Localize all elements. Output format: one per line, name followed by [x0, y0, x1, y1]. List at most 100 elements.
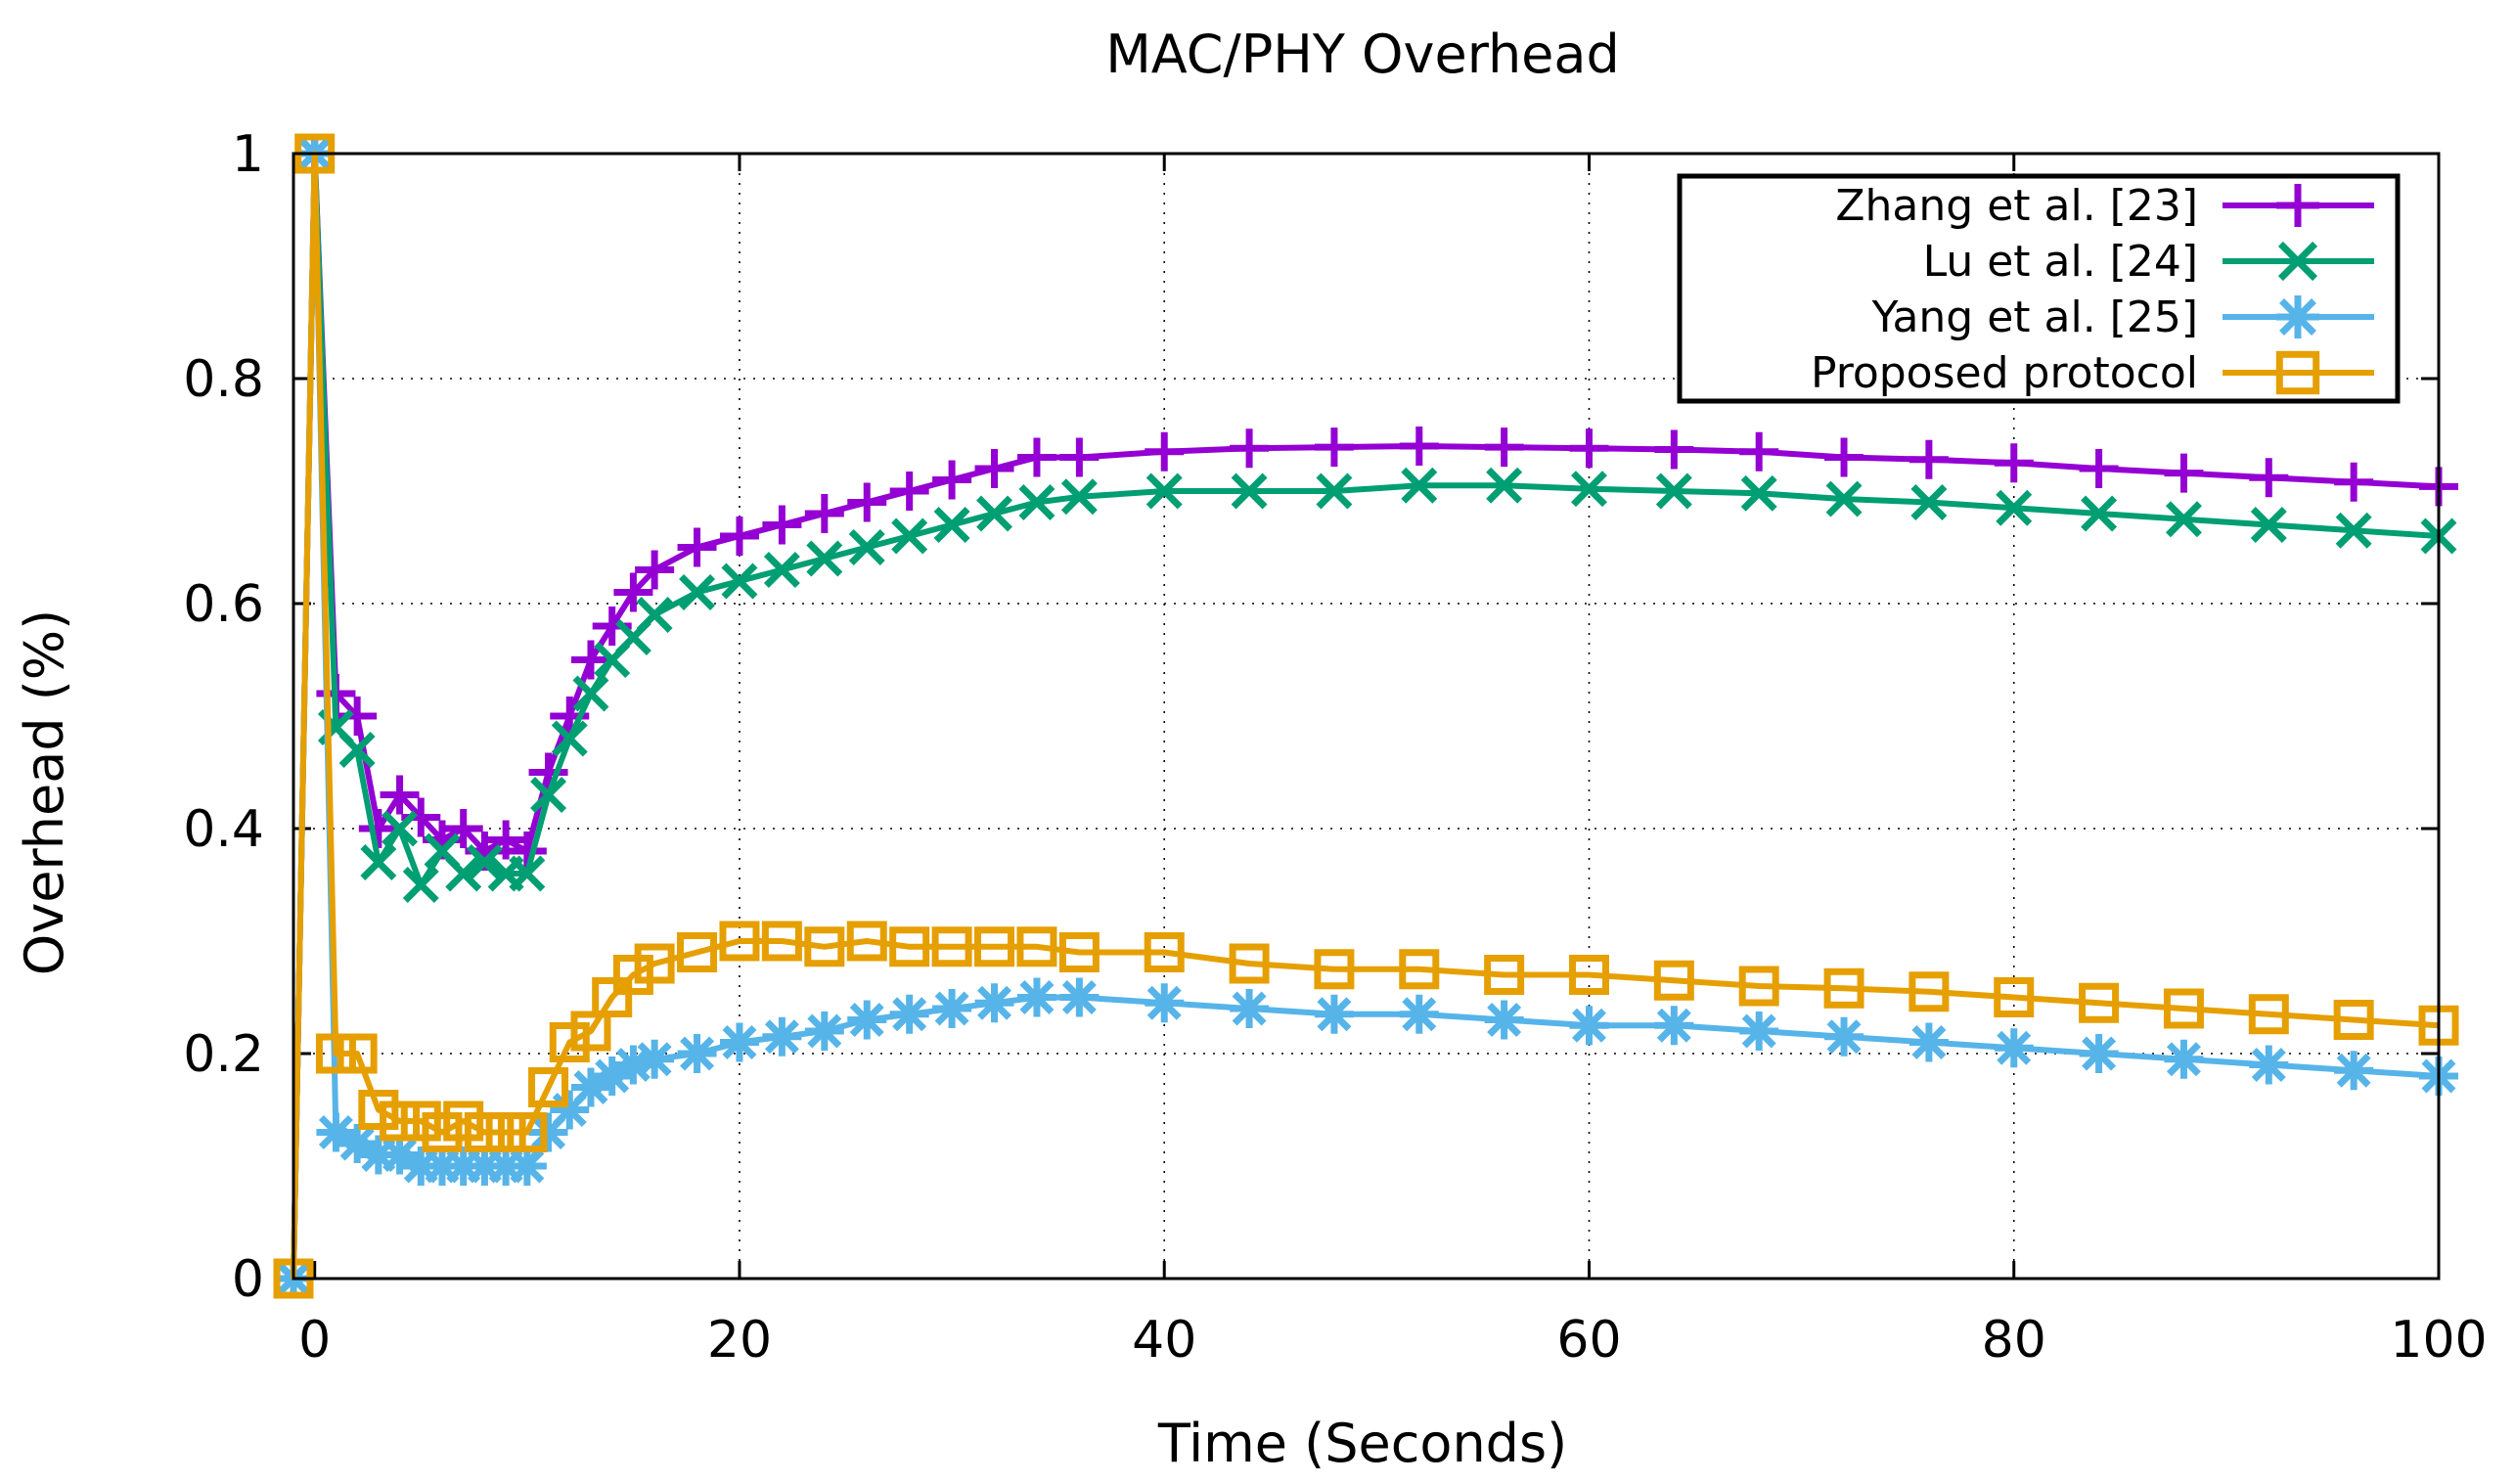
plot-frame	[292, 152, 2441, 1281]
star-marker	[1739, 1012, 1779, 1051]
plus-marker	[1569, 428, 1609, 469]
square-marker	[1229, 943, 1270, 984]
square-marker	[1653, 960, 1694, 1001]
x-marker	[721, 562, 758, 600]
series-zhang-et-al-23	[274, 134, 2458, 1298]
plus-marker	[2334, 462, 2374, 502]
star-marker	[1909, 1022, 1949, 1062]
axis-ticks: 0 20 40 60 80 100 0 0.2 0.4 0.6 0.8 1	[183, 125, 2487, 1370]
star-marker	[1994, 1028, 2034, 1068]
square-marker	[2248, 994, 2289, 1035]
plus-marker	[719, 517, 759, 556]
x-marker	[848, 529, 885, 565]
y-tick-label: 0.8	[183, 350, 264, 409]
plus-marker	[635, 550, 675, 590]
x-marker	[1018, 484, 1055, 520]
plus-marker	[804, 494, 844, 533]
plus-marker	[380, 775, 420, 815]
x-tick-label: 0	[298, 1311, 331, 1370]
legend-label: Yang et al. [25]	[1871, 292, 2198, 342]
x-marker	[466, 844, 503, 880]
star-marker	[316, 1112, 356, 1152]
x-marker	[1401, 467, 1438, 504]
star-marker	[1016, 977, 1056, 1017]
square-marker	[1314, 949, 1355, 990]
square-marker	[337, 1033, 378, 1074]
square-marker	[400, 1101, 441, 1142]
plus-marker	[528, 752, 568, 792]
star-marker	[2164, 1039, 2204, 1079]
plus-marker	[1230, 428, 1270, 469]
square-marker	[380, 1101, 421, 1142]
series-yang-et-al-25	[274, 134, 2458, 1298]
plus-marker	[677, 527, 717, 567]
square-marker	[889, 926, 930, 967]
plus-marker	[2164, 453, 2204, 493]
y-tick-label: 0.4	[183, 800, 264, 859]
star-marker	[1399, 994, 1439, 1034]
star-marker	[486, 1147, 526, 1186]
x-marker	[806, 540, 843, 577]
x-marker	[933, 507, 970, 543]
plus-marker	[974, 449, 1014, 488]
square-marker	[761, 921, 802, 962]
x-marker	[636, 597, 673, 633]
x-marker	[551, 720, 588, 757]
square-marker	[612, 955, 653, 995]
square-marker	[2163, 988, 2204, 1029]
plus-marker	[762, 505, 802, 545]
x-axis-label: Time (Seconds)	[1157, 1413, 1567, 1474]
x-marker	[2165, 501, 2202, 538]
series-group	[273, 133, 2459, 1299]
square-marker	[804, 926, 845, 967]
star-marker	[570, 1067, 610, 1107]
chart-title: MAC/PHY Overhead	[1105, 23, 1620, 85]
plus-marker	[932, 460, 972, 500]
x-marker	[1655, 472, 1692, 510]
series-lu-et-al-24	[275, 135, 2457, 1297]
star-marker	[507, 1147, 547, 1186]
star-marker	[2276, 295, 2319, 338]
star-marker	[613, 1045, 653, 1085]
x-marker	[1231, 472, 1268, 510]
square-marker	[1058, 932, 1100, 972]
star-marker	[337, 1124, 378, 1163]
plus-marker	[1484, 427, 1524, 468]
star-marker	[1230, 989, 1270, 1028]
square-marker	[1484, 955, 1525, 995]
star-marker	[889, 994, 929, 1034]
star-marker	[1145, 983, 1185, 1023]
x-marker	[2335, 512, 2372, 549]
x-marker	[572, 675, 609, 712]
plus-marker	[1145, 431, 1185, 472]
square-marker	[549, 1022, 590, 1062]
square-marker	[358, 1090, 399, 1130]
square-marker	[464, 1112, 505, 1152]
x-marker	[891, 517, 928, 555]
y-tick-label: 0	[232, 1250, 264, 1309]
star-marker	[422, 1147, 462, 1186]
square-marker	[846, 921, 887, 962]
star-marker	[380, 1135, 420, 1175]
square-marker	[1568, 955, 1609, 995]
x-marker	[1060, 478, 1098, 516]
x-marker	[976, 495, 1012, 532]
plus-marker	[1314, 427, 1354, 468]
star-marker	[2334, 1051, 2374, 1091]
plus-marker	[1824, 437, 1864, 477]
star-marker	[804, 1012, 844, 1051]
plus-marker	[1739, 431, 1779, 472]
x-marker	[360, 844, 397, 880]
square-marker	[1994, 977, 2035, 1017]
square-marker	[507, 1112, 548, 1152]
plus-marker	[1399, 427, 1439, 466]
square-marker	[2275, 350, 2320, 395]
x-marker	[530, 777, 567, 813]
square-marker	[1738, 966, 1779, 1007]
star-marker	[1654, 1006, 1694, 1046]
square-marker	[1399, 949, 1440, 990]
x-tick-label: 100	[2390, 1311, 2487, 1370]
plus-marker	[613, 572, 653, 612]
plus-marker	[847, 482, 887, 522]
x-marker	[402, 867, 439, 903]
